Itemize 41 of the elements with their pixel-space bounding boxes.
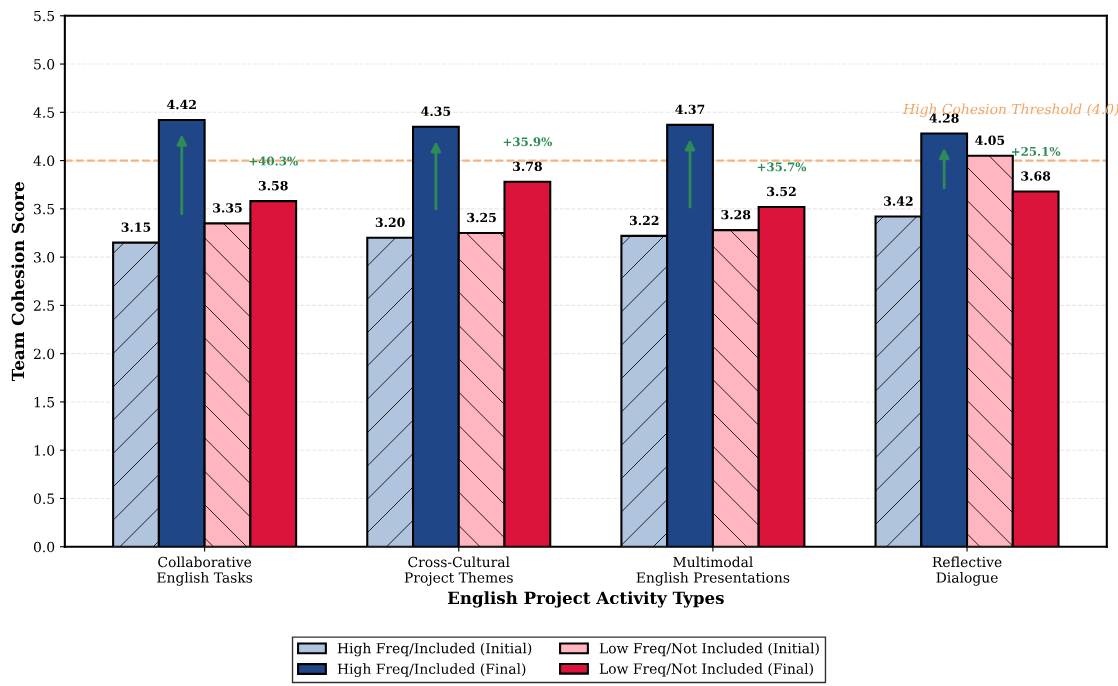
data-label: 4.37	[675, 104, 705, 115]
y-tick-label: 5.5	[34, 10, 55, 22]
x-tick-label: Collaborative English Tasks	[157, 556, 253, 586]
data-label: 4.05	[975, 135, 1005, 145]
data-label: 3.68	[1021, 171, 1051, 181]
y-tick-label: 5.0	[34, 59, 55, 70]
y-axis-title: Team Cohesion Score	[11, 182, 25, 382]
data-label: 3.25	[467, 212, 496, 223]
legend-label: Low Freq/Not Included (Initial)	[599, 642, 819, 657]
y-tick-label: 0.5	[33, 493, 55, 504]
y-tick-label: 2.5	[33, 300, 55, 311]
annotation: +35.7%	[757, 162, 807, 172]
annotation: +35.9%	[503, 137, 553, 147]
x-tick-label: Reflective Dialogue	[932, 556, 1002, 586]
x-axis-title: English Project Activity Types	[447, 591, 724, 608]
data-label: 3.42	[884, 196, 913, 206]
legend-label: High Freq/Included (Initial)	[337, 642, 532, 657]
y-tick-label: 4.0	[33, 155, 55, 167]
legend-label: High Freq/Included (Final)	[337, 663, 526, 677]
annotation: +25.1%	[1011, 146, 1061, 156]
data-label: 3.20	[375, 217, 405, 228]
data-label: 4.42	[167, 99, 196, 110]
data-label: 4.35	[421, 106, 451, 117]
y-tick-label: 2.0	[33, 348, 55, 360]
data-label: 3.28	[721, 209, 751, 220]
y-tick-label: 1.5	[34, 396, 55, 408]
annotation: +40.3%	[249, 156, 298, 166]
y-tick-label: 1.0	[34, 445, 55, 456]
x-tick-label: Multimodal English Presentations	[636, 556, 790, 586]
y-tick-label: 4.5	[33, 107, 55, 118]
legend-label: Low Freq/Not Included (Final)	[599, 663, 813, 677]
data-label: 3.52	[767, 186, 796, 197]
x-tick-label: Cross-Cultural Project Themes	[404, 556, 513, 586]
data-label: 3.35	[213, 203, 242, 213]
data-label: 3.58	[258, 180, 288, 191]
y-tick-label: 3.0	[34, 252, 55, 263]
data-label: 3.15	[121, 222, 151, 232]
data-label: 3.22	[629, 215, 659, 226]
data-label: 3.78	[513, 161, 542, 172]
y-tick-label: 0.0	[33, 541, 55, 553]
y-tick-label: 3.5	[34, 203, 55, 215]
